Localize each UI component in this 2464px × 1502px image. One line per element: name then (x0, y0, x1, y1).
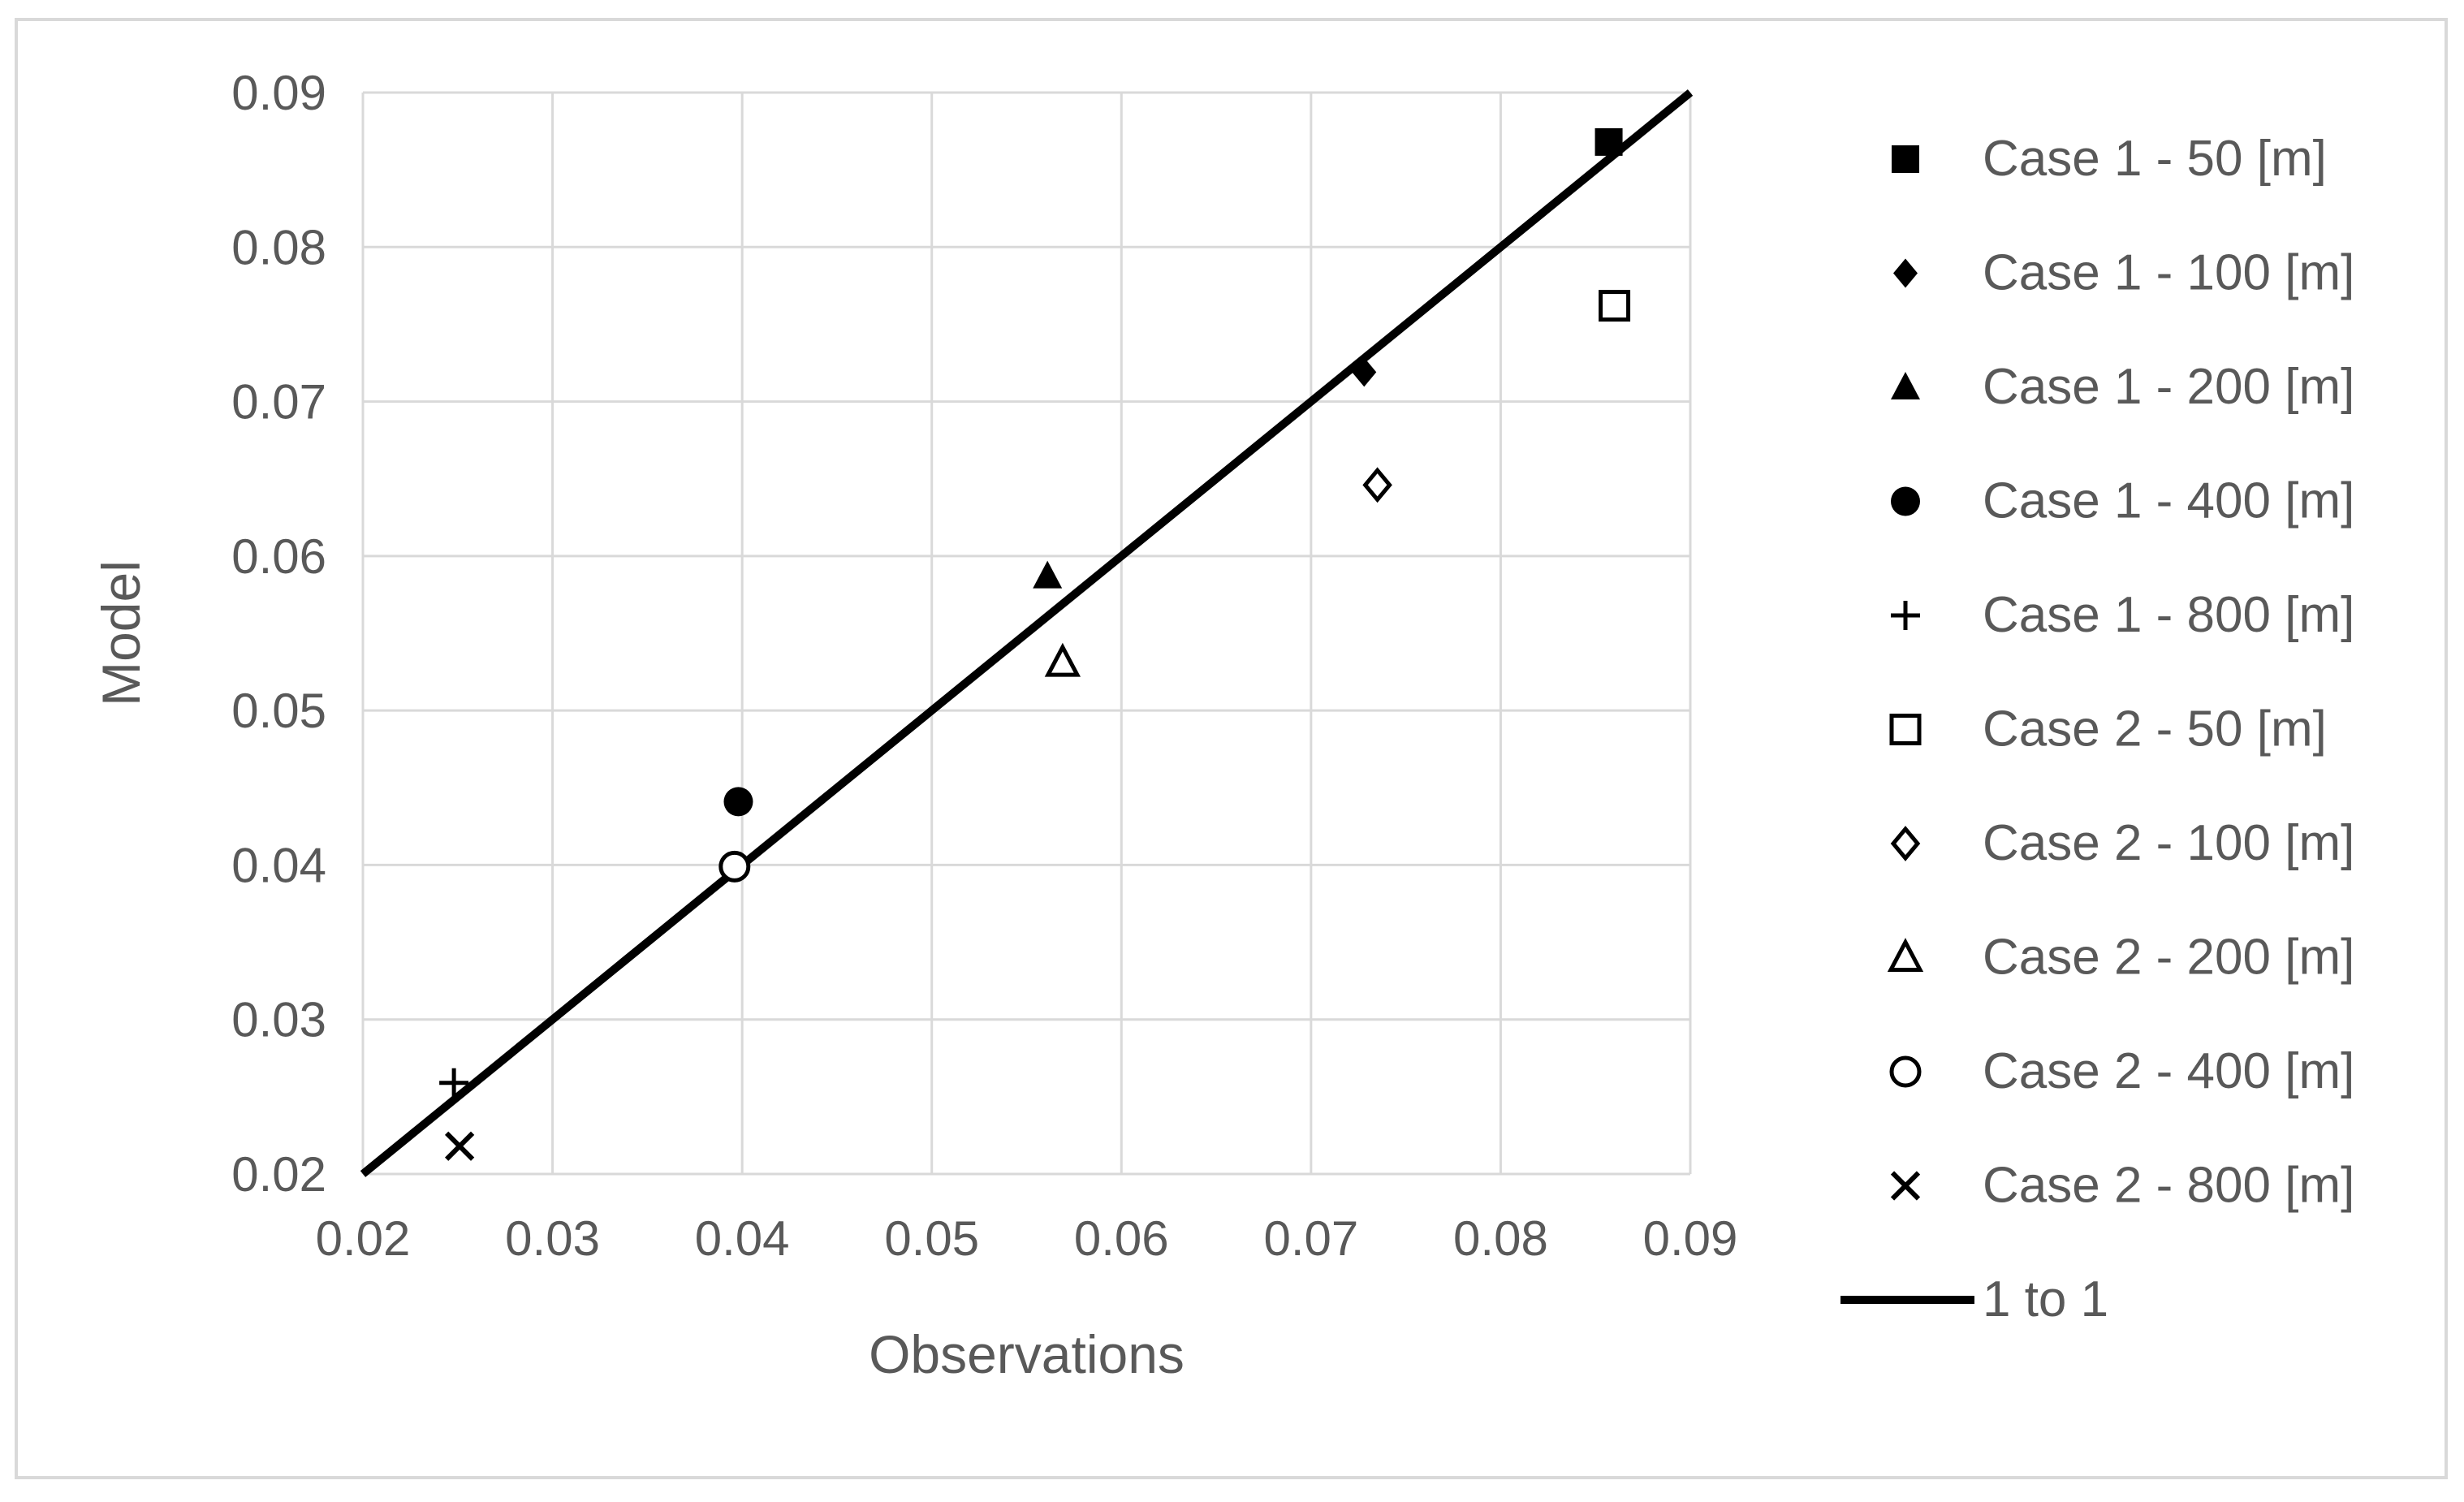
legend-label: Case 1 - 50 [m] (1983, 131, 2327, 187)
data-point-4 (723, 787, 753, 817)
data-point-1 (1594, 127, 1623, 156)
legend-marker-10 (1890, 1171, 1921, 1201)
data-point-2 (1352, 357, 1377, 387)
y-axis-title: Model (91, 560, 151, 706)
tick-labels: 0.02 0.03 0.04 0.05 0.06 0.07 0.08 0.09 0.02 0.03… (231, 66, 1737, 1266)
chart-frame: 0.02 0.03 0.04 0.05 0.06 0.07 0.08 0.09 0.02 0.03… (15, 18, 2448, 1479)
x-tick-label: 0.03 (505, 1211, 600, 1266)
legend-marker-1 (1892, 145, 1919, 173)
legend-label: 1 to 1 (1983, 1271, 2108, 1327)
legend-marker-7 (1890, 826, 1921, 861)
scatter-chart: 0.02 0.03 0.04 0.05 0.06 0.07 0.08 0.09 0.02 0.03… (91, 66, 2354, 1384)
legend-label: Case 2 - 400 [m] (1983, 1043, 2354, 1099)
legend-label: Case 2 - 100 [m] (1983, 815, 2354, 871)
data-point-9 (718, 850, 751, 883)
x-axis-title: Observations (869, 1324, 1185, 1384)
one-to-one-line (360, 89, 1694, 1177)
y-tick-label: 0.04 (231, 838, 326, 892)
data-point-3 (1033, 560, 1063, 589)
legend-label: Case 2 - 200 [m] (1983, 930, 2354, 986)
x-tick-label: 0.08 (1453, 1211, 1548, 1266)
reference-line-layer (360, 89, 1694, 1177)
x-tick-label: 0.05 (884, 1211, 979, 1266)
y-tick-label: 0.03 (231, 993, 326, 1047)
data-point-8 (1044, 642, 1081, 677)
legend-label: Case 2 - 50 [m] (1983, 701, 2327, 757)
data-points (439, 127, 1631, 1161)
y-tick-label: 0.02 (231, 1147, 326, 1202)
data-point-7 (1362, 467, 1392, 503)
x-tick-label: 0.04 (695, 1211, 790, 1266)
legend-label: Case 2 - 800 [m] (1983, 1158, 2354, 1214)
grid-lines (361, 91, 1692, 1176)
legend-label: Case 1 - 200 [m] (1983, 359, 2354, 415)
x-tick-label: 0.06 (1074, 1211, 1169, 1266)
y-tick-label: 0.08 (231, 220, 326, 274)
y-tick-label: 0.05 (231, 684, 326, 738)
legend-label: Case 1 - 400 [m] (1983, 473, 2354, 529)
x-tick-label: 0.07 (1263, 1211, 1358, 1266)
legend-marker-8 (1887, 938, 1924, 972)
legend-label: Case 1 - 800 [m] (1983, 587, 2354, 643)
legend-label: Case 1 - 100 [m] (1983, 245, 2354, 301)
y-tick-label: 0.09 (231, 66, 326, 120)
x-tick-label: 0.02 (316, 1211, 411, 1266)
legend: Case 1 - 50 [m] Case 1 - 100 [m] Case 1 - … (1840, 131, 2354, 1327)
legend-marker-5 (1891, 601, 1920, 630)
legend-marker-2 (1893, 258, 1918, 288)
x-tick-label: 0.09 (1643, 1211, 1738, 1266)
legend-marker-4 (1891, 486, 1920, 516)
y-tick-label: 0.06 (231, 529, 326, 584)
data-point-6 (1599, 290, 1631, 322)
legend-marker-3 (1891, 372, 1920, 399)
data-point-5 (439, 1068, 469, 1098)
data-point-10 (445, 1131, 475, 1161)
y-tick-label: 0.07 (231, 375, 326, 429)
legend-marker-6 (1889, 714, 1922, 745)
legend-marker-9 (1889, 1055, 1922, 1088)
